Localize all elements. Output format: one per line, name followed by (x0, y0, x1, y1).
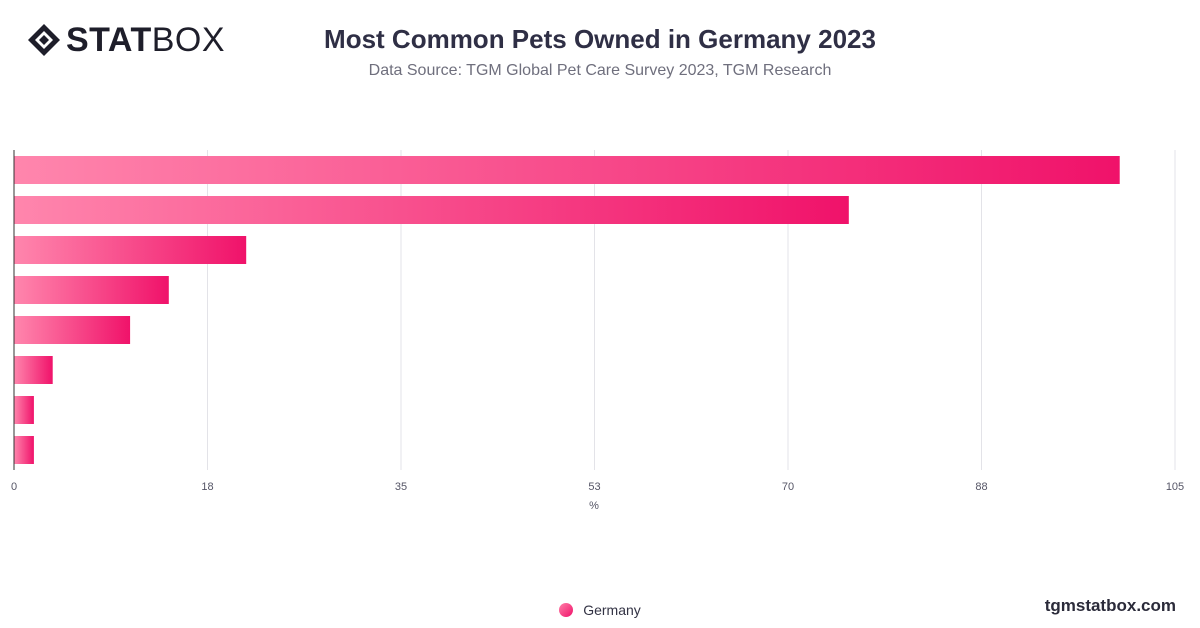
footer-url[interactable]: tgmstatbox.com (1044, 596, 1176, 615)
chart-subtitle: Data Source: TGM Global Pet Care Survey … (368, 62, 832, 79)
bar[interactable] (14, 276, 169, 304)
x-tick-label: 18 (201, 481, 213, 493)
logo-wordmark: STATBOX (66, 22, 225, 58)
statbox-logo: STATBOX (26, 22, 225, 58)
x-axis-label: % (589, 500, 599, 512)
bar[interactable] (14, 236, 247, 264)
diamond-logo-icon (28, 24, 60, 56)
legend[interactable]: Germany (0, 602, 1200, 618)
logo-wordmark-bold: STAT (66, 21, 152, 59)
x-tick-label: 88 (975, 481, 987, 493)
bar[interactable] (14, 436, 34, 464)
bar[interactable] (14, 356, 53, 384)
logo-wordmark-thin: BOX (151, 21, 226, 59)
x-tick-label: 0 (11, 481, 17, 493)
bar[interactable] (14, 396, 34, 424)
x-tick-label: 70 (782, 481, 794, 493)
bar[interactable] (14, 156, 1120, 184)
x-tick-label: 105 (1166, 481, 1184, 493)
bar[interactable] (14, 196, 849, 224)
chart-title: Most Common Pets Owned in Germany 2023 (324, 24, 876, 54)
x-tick-label: 35 (395, 481, 407, 493)
legend-label-germany: Germany (583, 602, 641, 618)
x-tick-label: 53 (588, 481, 600, 493)
legend-swatch-germany (559, 603, 574, 617)
bar[interactable] (14, 316, 131, 344)
x-axis-ticks: 0 18 35 53 70 88 105 (11, 481, 1184, 493)
bars (14, 156, 1120, 464)
